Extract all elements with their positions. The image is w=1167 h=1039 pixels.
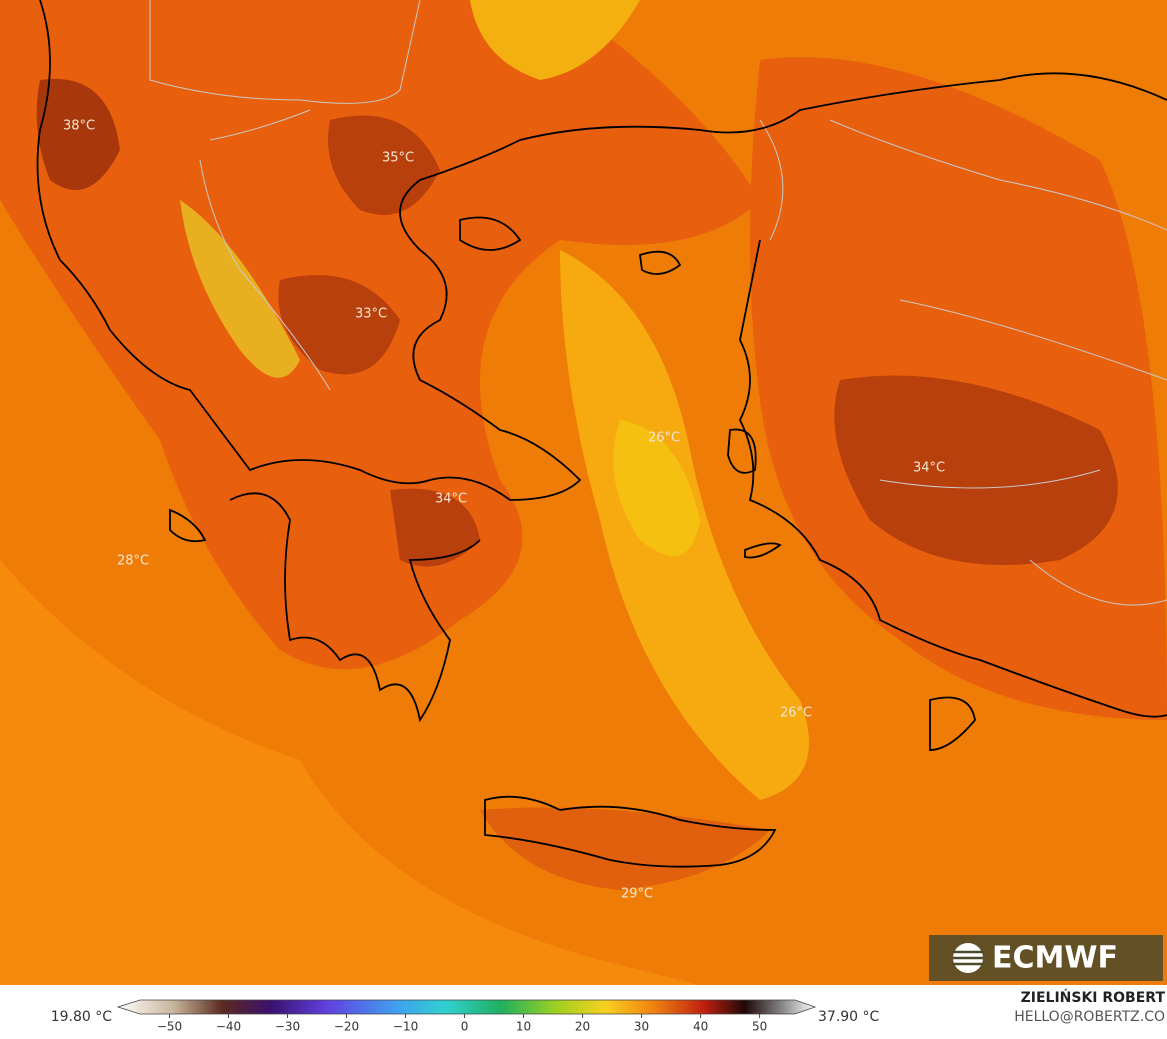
colorbar-tick-label: −40 [216, 1020, 241, 1034]
temperature-label: 26°C [780, 706, 812, 721]
colorbar-tick-label: −50 [157, 1020, 182, 1034]
colorbar-tick-label: −30 [275, 1020, 300, 1034]
temperature-label: 38°C [63, 119, 95, 134]
temperature-label: 34°C [435, 492, 467, 507]
min-label: 19.80 °C [51, 1009, 113, 1025]
colorbar-tick-label: 40 [693, 1020, 708, 1034]
temperature-label: 33°C [355, 307, 387, 322]
logo-text: ECMWF [992, 941, 1118, 976]
logo-box: ECMWF [929, 935, 1163, 981]
colorbar-tick-label: 10 [516, 1020, 531, 1034]
temperature-label: 26°C [648, 431, 680, 446]
temperature-label: 34°C [913, 461, 945, 476]
map-area [0, 0, 1167, 985]
colorbar-tick-label: 30 [634, 1020, 649, 1034]
colorbar-tick-label: 20 [575, 1020, 590, 1034]
temperature-label: 29°C [621, 887, 653, 902]
temperature-label: 35°C [382, 151, 414, 166]
max-label: 37.90 °C [818, 1009, 880, 1025]
colorbar-tick-label: 50 [752, 1020, 767, 1034]
colorbar-tick-label: −10 [393, 1020, 418, 1034]
colorbar-tick-label: −20 [334, 1020, 359, 1034]
credit-email: HELLO@ROBERTZ.CO [1014, 1009, 1165, 1025]
colorbar-tick-label: 0 [461, 1020, 469, 1034]
temperature-label: 28°C [117, 554, 149, 569]
credit-author: ZIELIŃSKI ROBERT [1021, 988, 1166, 1006]
colorbar: 19.80 °C 37.90 °C −50 −40 −30 −20 −10 0 10 20 30… [51, 1000, 880, 1034]
